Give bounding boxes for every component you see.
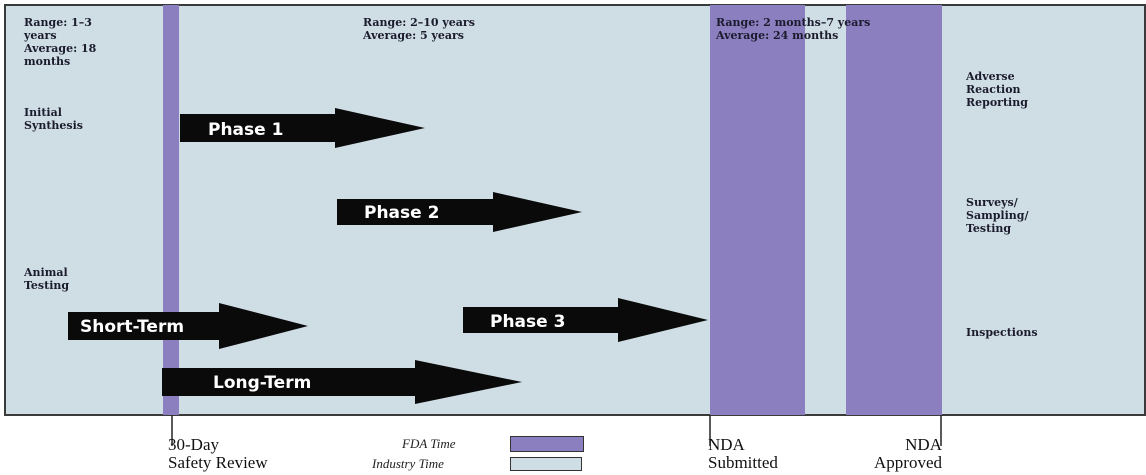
clinical-range-note: Range: 2–10 years Average: 5 years (363, 16, 475, 42)
review-range-note: Range: 2 months–7 years Average: 24 mont… (716, 16, 871, 42)
legend-fda-time-label: FDA Time (402, 436, 456, 451)
long-term-label: Long-Term (213, 373, 311, 393)
legend-industry-time-swatch (510, 457, 582, 471)
adverse-reaction-label: Adverse Reaction Reporting (966, 70, 1028, 109)
phase3-arrow (463, 298, 708, 342)
nda-approved-milestone: NDA Approved (874, 435, 942, 472)
phase3-label: Phase 3 (490, 312, 565, 332)
fda-band-nda-review (710, 5, 805, 415)
preclinical-range-note: Range: 1–3 years Average: 18 months (24, 16, 97, 68)
legend-fda-time-swatch (510, 436, 584, 452)
fda-band-nda-approval (846, 5, 942, 415)
surveys-label: Surveys/ Sampling/ Testing (966, 196, 1029, 235)
initial-synthesis-label: Initial Synthesis (24, 106, 83, 132)
phase2-label: Phase 2 (364, 203, 439, 223)
phase1-arrow (180, 108, 425, 148)
phase2-arrow (337, 192, 582, 232)
safety-review-milestone: 30-Day Safety Review (168, 435, 268, 472)
short-term-label: Short-Term (80, 317, 184, 337)
fda-band-safety-review (163, 5, 179, 415)
legend-industry-time-label: Industry Time (372, 456, 444, 471)
phase1-label: Phase 1 (208, 120, 283, 140)
inspections-label: Inspections (966, 326, 1038, 339)
long-term-arrow (162, 360, 522, 404)
timeline-background (4, 4, 1146, 416)
short-term-arrow (68, 303, 308, 349)
nda-submitted-milestone: NDA Submitted (708, 435, 778, 472)
animal-testing-label: Animal Testing (24, 266, 70, 292)
